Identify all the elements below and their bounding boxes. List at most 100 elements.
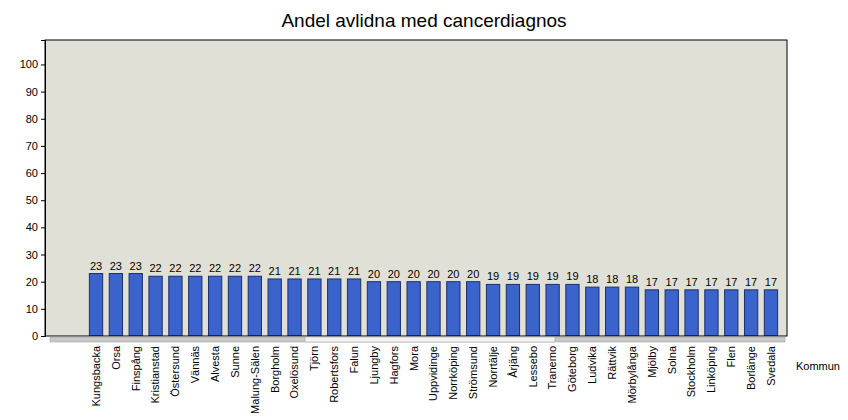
- data-label: 22: [169, 262, 181, 274]
- data-label: 20: [447, 268, 459, 280]
- y-tick: 50: [26, 194, 45, 206]
- data-label: 18: [586, 273, 598, 285]
- x-tick: Linköping: [705, 346, 717, 393]
- bar: [586, 287, 599, 336]
- x-axis: KungsbackaOrsaFinspångKristianstadÖsters…: [90, 345, 777, 414]
- data-label: 22: [229, 262, 241, 274]
- data-label: 21: [269, 265, 281, 277]
- data-label: 17: [725, 276, 737, 288]
- x-tick-label: Lessebo: [527, 346, 539, 388]
- bar: [347, 279, 360, 336]
- y-tick-mark: [41, 255, 45, 256]
- x-tick: Strömsund: [467, 346, 479, 399]
- y-axis: 0102030405060708090100: [20, 41, 46, 343]
- x-tick: Malung-Sälen: [249, 346, 261, 414]
- x-tick: Hagfors: [388, 346, 400, 385]
- x-tick: Norrtälje: [487, 346, 499, 388]
- x-tick: Orsa: [110, 345, 122, 370]
- x-tick: Alvesta: [209, 345, 221, 382]
- x-tick: Årjäng: [507, 346, 519, 378]
- data-label: 18: [606, 273, 618, 285]
- bar: [427, 282, 440, 336]
- x-tick: Östersund: [169, 346, 181, 397]
- bar: [328, 279, 341, 336]
- bar: [566, 284, 579, 336]
- bar: [705, 290, 718, 336]
- x-tick-label: Borlänge: [745, 346, 757, 390]
- y-tick-label: 0: [32, 330, 38, 342]
- data-label: 17: [666, 276, 678, 288]
- data-label: 22: [249, 262, 261, 274]
- plot-frame: [45, 40, 787, 336]
- x-tick-label: Tranemo: [546, 346, 558, 390]
- x-tick-label: Göteborg: [566, 346, 578, 392]
- data-label: 20: [427, 268, 439, 280]
- x-tick-label: Ljungby: [368, 346, 380, 385]
- x-tick-label: Sunne: [229, 346, 241, 378]
- bar: [467, 282, 480, 336]
- y-tick-label: 100: [20, 58, 38, 70]
- x-tick: Solna: [666, 345, 678, 374]
- x-tick: Flen: [725, 346, 737, 367]
- x-tick: Sunne: [229, 346, 241, 378]
- scrollbar-thumb: [305, 337, 555, 342]
- data-label: 21: [328, 265, 340, 277]
- x-tick-label: Årjäng: [507, 346, 519, 378]
- bars: [89, 274, 777, 336]
- x-tick-label: Rättvik: [606, 346, 618, 380]
- data-label: 19: [527, 270, 539, 282]
- bar: [725, 290, 738, 336]
- y-tick: 90: [26, 86, 45, 98]
- bar: [625, 287, 638, 336]
- y-tick-label: 90: [26, 86, 38, 98]
- bar: [89, 274, 102, 336]
- y-tick: 60: [26, 167, 45, 179]
- data-label: 18: [626, 273, 638, 285]
- bar: [288, 279, 301, 336]
- y-tick-mark: [41, 200, 45, 201]
- data-label: 21: [308, 265, 320, 277]
- x-tick-label: Mora: [407, 345, 419, 371]
- x-tick-label: Alvesta: [209, 345, 221, 382]
- bar: [308, 279, 321, 336]
- chart-title: Andel avlidna med cancerdiagnos: [281, 10, 566, 31]
- data-label: 20: [467, 268, 479, 280]
- x-tick: Uppvidinge: [427, 346, 439, 401]
- bar: [228, 276, 241, 336]
- y-tick-label: 80: [26, 113, 38, 125]
- data-label: 17: [685, 276, 697, 288]
- y-tick-mark: [41, 119, 45, 120]
- x-tick-label: Finspång: [130, 346, 142, 391]
- x-tick: Borlänge: [745, 346, 757, 390]
- x-axis-title: Kommun: [796, 360, 840, 372]
- data-label: 22: [189, 262, 201, 274]
- bar: [526, 284, 539, 336]
- x-tick: Göteborg: [566, 346, 578, 392]
- x-tick: Borgholm: [269, 346, 281, 393]
- x-tick-label: Strömsund: [467, 346, 479, 399]
- bar: [169, 276, 182, 336]
- x-tick: Lessebo: [527, 346, 539, 388]
- bar: [506, 284, 519, 336]
- data-labels: 2323232222222222222121212121202020202020…: [90, 260, 777, 288]
- y-tick-label: 70: [26, 140, 38, 152]
- y-tick: 70: [26, 140, 45, 152]
- data-label: 17: [646, 276, 658, 288]
- x-tick-label: Vännäs: [189, 346, 201, 384]
- scrollbar: [50, 337, 785, 342]
- x-tick-label: Svedala: [765, 345, 777, 386]
- y-axis-line: [41, 41, 46, 337]
- x-tick: Rättvik: [606, 346, 618, 380]
- bar: [546, 284, 559, 336]
- data-label: 23: [110, 260, 122, 272]
- y-tick: 10: [26, 303, 45, 315]
- y-tick-mark: [41, 146, 45, 147]
- x-tick-label: Borgholm: [269, 346, 281, 393]
- data-label: 20: [388, 268, 400, 280]
- y-tick-label: 20: [26, 276, 38, 288]
- data-label: 17: [745, 276, 757, 288]
- bar: [645, 290, 658, 336]
- data-label: 20: [408, 268, 420, 280]
- y-tick-mark: [41, 227, 45, 228]
- bar: [129, 274, 142, 336]
